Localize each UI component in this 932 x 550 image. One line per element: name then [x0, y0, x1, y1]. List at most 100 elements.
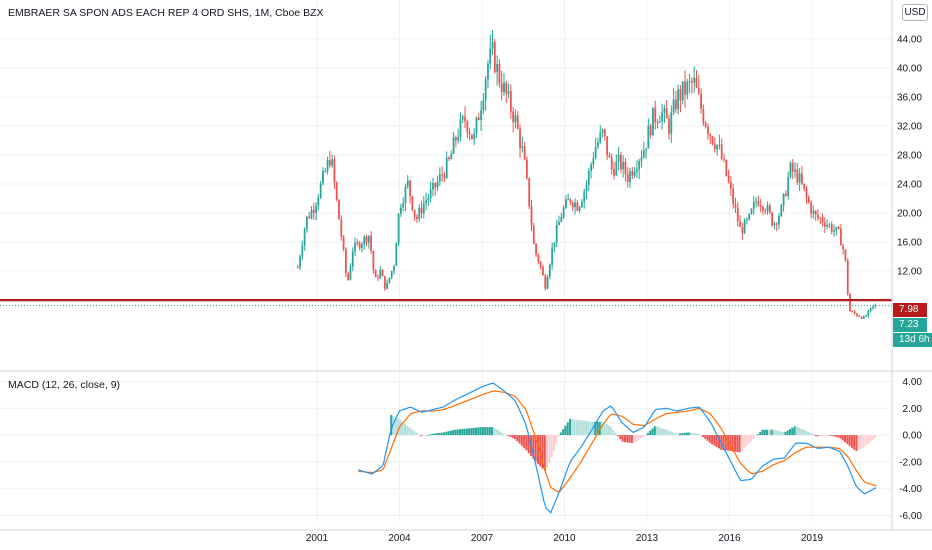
candle-body	[558, 221, 560, 226]
candle-body	[436, 181, 439, 188]
candle-body	[711, 136, 714, 144]
candle-body	[778, 216, 780, 225]
candle-body	[406, 180, 409, 187]
candle-body	[425, 200, 427, 204]
candle-body	[796, 169, 799, 183]
macd-histogram-bar	[486, 427, 489, 436]
macd-histogram-bar	[587, 421, 590, 436]
macd-histogram-bar	[415, 432, 418, 436]
candle-body	[386, 282, 389, 289]
candle-body	[445, 157, 448, 178]
macd-histogram-bar	[605, 424, 608, 436]
candle-body	[709, 134, 712, 137]
candle-body	[420, 207, 423, 214]
candle-body	[649, 125, 652, 136]
macd-histogram-bar	[546, 435, 549, 468]
candle-body	[798, 173, 801, 183]
candle-body	[461, 116, 464, 120]
macd-histogram-bar	[752, 435, 755, 439]
price-tick-label: 16.00	[897, 238, 922, 249]
candle-body	[642, 150, 645, 158]
candle-body	[331, 159, 334, 166]
candle-body	[335, 182, 338, 200]
candle-body	[457, 137, 460, 141]
macd-histogram-bar	[672, 432, 675, 436]
macd-histogram-bar	[772, 429, 775, 436]
candle-body	[812, 210, 815, 214]
macd-histogram-bar	[520, 435, 523, 446]
bar-countdown-tag: 13d 6h	[893, 333, 932, 347]
candle-body	[548, 264, 551, 278]
candle-body	[544, 275, 547, 289]
macd-histogram-bar	[674, 433, 677, 436]
macd-histogram-bar	[488, 427, 491, 436]
candle-body	[725, 160, 728, 176]
candle-body	[530, 206, 533, 226]
macd-histogram-bar	[805, 430, 808, 436]
candle-body	[413, 209, 416, 217]
macd-histogram-bar	[793, 426, 796, 436]
macd-tick-label: 4.00	[903, 377, 923, 388]
macd-histogram-bar	[832, 435, 835, 437]
macd-histogram-bar	[637, 435, 640, 440]
macd-histogram-bar	[598, 421, 601, 436]
macd-histogram-bar	[713, 435, 716, 446]
macd-histogram-bar	[445, 431, 448, 436]
macd-histogram-bar	[603, 422, 606, 436]
candle-body	[452, 137, 455, 154]
macd-tick-label: -6.00	[899, 511, 922, 522]
last-price-tag: 7.23	[893, 318, 927, 332]
macd-histogram-bar	[871, 435, 874, 441]
macd-line	[358, 382, 877, 514]
macd-histogram-bar	[436, 433, 439, 436]
macd-histogram-bar	[837, 435, 840, 438]
macd-histogram-bar	[582, 420, 585, 436]
horizontal-line-price-tag: 7.98	[893, 303, 927, 317]
macd-histogram-bar	[756, 434, 759, 436]
macd-histogram-bar	[452, 430, 455, 436]
macd-histogram-bar	[456, 429, 459, 436]
candle-body	[303, 229, 306, 246]
candle-body	[663, 108, 666, 113]
macd-histogram-bar	[543, 435, 546, 471]
macd-histogram-bar	[724, 435, 727, 451]
candle-body	[654, 107, 657, 123]
candle-body	[459, 119, 462, 138]
candle-body	[819, 217, 822, 219]
candle-body	[539, 261, 542, 267]
horizontal-line[interactable]	[0, 299, 892, 307]
candle-body	[647, 125, 650, 149]
candle-body	[454, 137, 457, 141]
candle-body	[358, 242, 361, 249]
candle-body	[397, 213, 400, 244]
macd-histogram-bar	[491, 427, 494, 436]
macd-tick-label: -4.00	[899, 484, 922, 495]
macd-histogram-bar	[536, 435, 539, 465]
macd-histogram-bar	[745, 435, 748, 446]
macd-histogram	[390, 415, 876, 471]
macd-histogram-bar	[699, 434, 702, 436]
macd-histogram-bar	[869, 435, 872, 442]
macd-histogram-bar	[578, 420, 581, 436]
macd-histogram-bar	[789, 429, 791, 436]
macd-indicator-label[interactable]: MACD (12, 26, close, 9)	[8, 379, 121, 391]
candle-body	[853, 311, 856, 314]
candle-body	[817, 214, 819, 218]
currency-button[interactable]: USD	[902, 4, 928, 21]
macd-histogram-bar	[777, 430, 780, 436]
macd-histogram-bar	[770, 429, 773, 436]
x-tick-label: 2013	[636, 533, 659, 544]
candle-body	[636, 169, 638, 172]
candle-body	[388, 277, 391, 283]
candle-body	[681, 81, 684, 101]
macd-histogram-bar	[442, 432, 445, 436]
macd-histogram-bar	[821, 435, 824, 436]
macd-histogram-bar	[449, 430, 452, 436]
candle-body	[370, 235, 372, 251]
candle-body	[537, 254, 540, 262]
macd-histogram-bar	[481, 427, 484, 436]
macd-histogram-bar	[463, 428, 466, 436]
macd-histogram-bar	[502, 433, 505, 436]
candle-body	[308, 216, 311, 219]
